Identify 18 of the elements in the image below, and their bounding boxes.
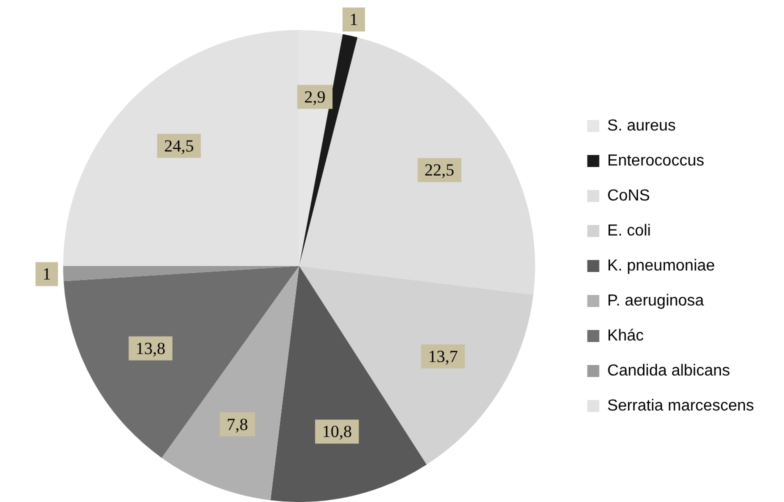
legend-label: E. coli bbox=[607, 222, 651, 240]
legend-label: Khác bbox=[607, 327, 644, 344]
data-label: 10,8 bbox=[322, 422, 352, 442]
legend-label: P. aeruginosa bbox=[607, 292, 704, 310]
legend-label: Serratia marcescens bbox=[607, 397, 754, 414]
legend-label: CoNS bbox=[607, 187, 650, 204]
data-label: 1 bbox=[42, 264, 51, 284]
data-label: 1 bbox=[350, 10, 358, 29]
legend-label: K. pneumoniae bbox=[607, 257, 716, 274]
data-label: 7,8 bbox=[226, 414, 248, 434]
data-label: 22,5 bbox=[424, 160, 454, 180]
legend-label: S. aureus bbox=[607, 117, 676, 134]
data-label: 13,7 bbox=[428, 346, 458, 366]
legend-label: Enterococcus bbox=[607, 152, 704, 170]
data-label: 13,8 bbox=[136, 338, 166, 358]
legend-label: Candida albicans bbox=[607, 362, 730, 380]
data-label: 2,9 bbox=[304, 87, 326, 106]
data-label: 24,5 bbox=[164, 136, 194, 156]
